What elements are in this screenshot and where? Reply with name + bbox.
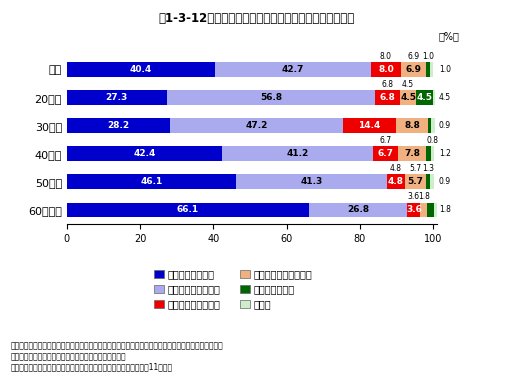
Bar [430, 174, 434, 189]
Legend: 十分意識している, 比較的意識している, どちらともいえない, あまり意識していない, 意識していない, 無回答: 十分意識している, 比較的意識している, どちらともいえない, あまり意識してい… [154, 269, 313, 309]
Bar [236, 174, 387, 189]
Bar [431, 119, 435, 133]
Bar [67, 174, 236, 189]
Text: 4.5: 4.5 [402, 80, 414, 89]
Bar [405, 174, 426, 189]
Text: 5.7: 5.7 [409, 164, 421, 173]
Bar [426, 146, 431, 161]
Text: 注）「あなたはご自身の研究における倫理等の問題が生じる可能性の有無にかかわらず、日常こうした: 注）「あなたはご自身の研究における倫理等の問題が生じる可能性の有無にかかわらず、… [10, 342, 223, 350]
Bar [371, 62, 400, 77]
Text: 1.3: 1.3 [422, 164, 434, 173]
Bar [373, 146, 398, 161]
Bar [426, 62, 430, 77]
Text: 1.0: 1.0 [439, 65, 451, 74]
Text: 56.8: 56.8 [260, 93, 282, 102]
Bar [396, 119, 428, 133]
Text: 42.4: 42.4 [133, 149, 156, 158]
Text: 41.2: 41.2 [286, 149, 309, 158]
Text: 46.1: 46.1 [140, 177, 162, 186]
Text: 8.0: 8.0 [378, 65, 394, 74]
Text: 問題を意識していますか。」という問に対する回答。: 問題を意識していますか。」という問に対する回答。 [10, 352, 126, 361]
Text: 4.8: 4.8 [390, 164, 402, 173]
Bar [407, 203, 420, 217]
Text: 6.8: 6.8 [379, 93, 395, 102]
Bar [428, 119, 431, 133]
Text: 4.5: 4.5 [400, 93, 416, 102]
Bar [416, 90, 433, 105]
Text: 6.9: 6.9 [407, 52, 419, 61]
Bar [309, 203, 407, 217]
Text: 28.2: 28.2 [107, 121, 130, 130]
Text: 8.0: 8.0 [380, 52, 392, 61]
Bar [167, 90, 375, 105]
Text: 26.8: 26.8 [347, 205, 369, 214]
Bar [67, 119, 170, 133]
Bar [427, 203, 434, 217]
Text: 66.1: 66.1 [177, 205, 199, 214]
Text: 42.7: 42.7 [282, 65, 304, 74]
Text: 6.8: 6.8 [381, 80, 393, 89]
Bar [387, 174, 405, 189]
Text: （%）: （%） [439, 31, 460, 41]
Bar [433, 90, 435, 105]
Bar [343, 119, 396, 133]
Bar [67, 146, 222, 161]
Text: 8.8: 8.8 [404, 121, 420, 130]
Text: 0.8: 0.8 [426, 136, 438, 145]
Text: 5.7: 5.7 [407, 177, 423, 186]
Text: 1.0: 1.0 [422, 52, 434, 61]
Text: 0.9: 0.9 [439, 121, 451, 130]
Bar [170, 119, 343, 133]
Text: 4.8: 4.8 [388, 177, 404, 186]
Text: 14.4: 14.4 [358, 121, 381, 130]
Text: 0.9: 0.9 [439, 177, 451, 186]
Bar [398, 146, 426, 161]
Text: 資料：科学技術庁「我が国の研究活動の実態に関する調査」（平成11年度）: 資料：科学技術庁「我が国の研究活動の実態に関する調査」（平成11年度） [10, 362, 172, 371]
Bar [400, 62, 426, 77]
Bar [222, 146, 373, 161]
Text: 27.3: 27.3 [106, 93, 128, 102]
Bar [431, 146, 434, 161]
Text: 4.5: 4.5 [439, 93, 451, 102]
Text: 3.6: 3.6 [408, 193, 420, 201]
Bar [400, 90, 416, 105]
Text: 7.8: 7.8 [404, 149, 420, 158]
Bar [215, 62, 371, 77]
Text: 第1-3-12図　倫理等の問題に対する研究者の日常の意識: 第1-3-12図 倫理等の問題に対する研究者の日常の意識 [159, 12, 355, 25]
Bar [430, 62, 433, 77]
Bar [67, 90, 167, 105]
Text: 4.5: 4.5 [417, 93, 433, 102]
Bar [375, 90, 400, 105]
Bar [434, 203, 440, 217]
Text: 6.7: 6.7 [379, 136, 392, 145]
Text: 1.2: 1.2 [439, 149, 451, 158]
Text: 40.4: 40.4 [130, 65, 152, 74]
Text: 47.2: 47.2 [246, 121, 268, 130]
Text: 1.8: 1.8 [418, 193, 430, 201]
Text: 6.7: 6.7 [377, 149, 393, 158]
Bar [67, 62, 215, 77]
Text: 6.9: 6.9 [405, 65, 421, 74]
Text: 41.3: 41.3 [300, 177, 322, 186]
Bar [426, 174, 430, 189]
Bar [420, 203, 427, 217]
Text: 1.8: 1.8 [439, 205, 451, 214]
Text: 3.6: 3.6 [406, 205, 422, 214]
Bar [67, 203, 309, 217]
